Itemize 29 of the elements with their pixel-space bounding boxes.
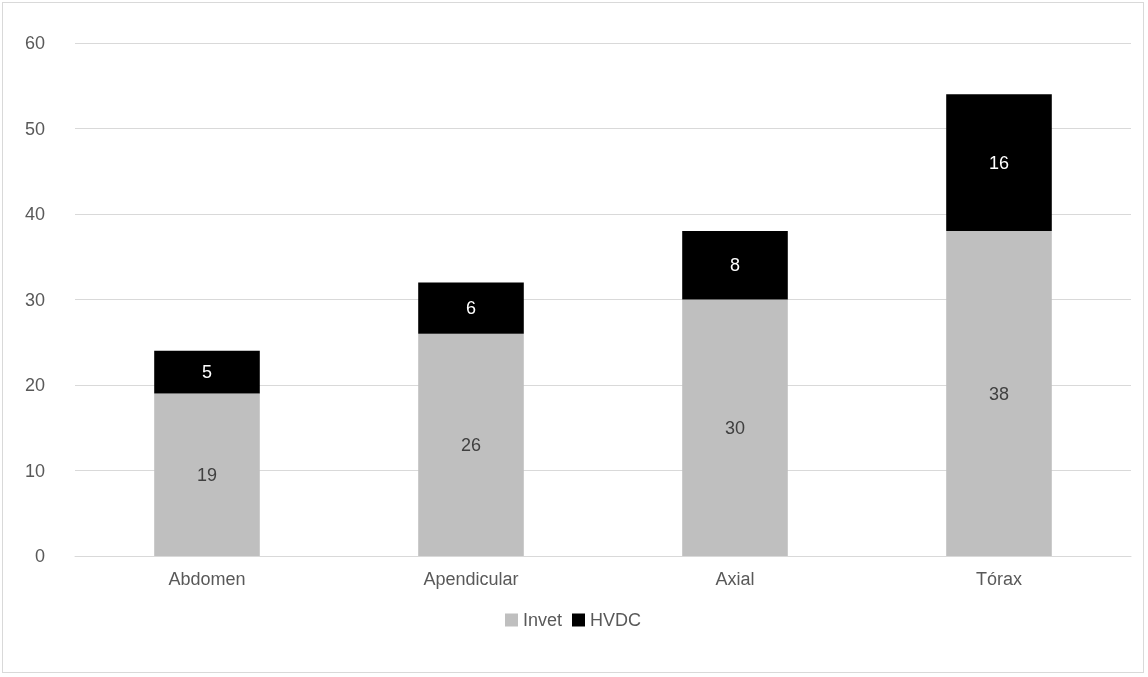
bar: [946, 94, 1052, 232]
data-label: 6: [465, 298, 477, 319]
y-tick-label: 10: [24, 460, 45, 481]
bar: [418, 282, 524, 334]
y-tick-label: 30: [24, 289, 45, 310]
data-label: 19: [196, 464, 218, 485]
bar: [418, 333, 524, 556]
x-tick-label: Apendicular: [423, 569, 519, 589]
data-label: 26: [460, 434, 482, 455]
bar: [154, 350, 260, 394]
data-label: 16: [988, 152, 1010, 173]
y-tick-label: 0: [34, 546, 45, 566]
data-label: 30: [724, 417, 746, 438]
x-tick-label: Axial: [715, 569, 755, 589]
bar: [946, 231, 1052, 556]
data-label: 5: [201, 362, 213, 383]
y-tick-label: 40: [24, 204, 45, 224]
bar: [682, 231, 788, 300]
data-label: 8: [729, 255, 741, 276]
legend-label: HVDC: [590, 610, 642, 630]
legend-label: Invet: [522, 610, 563, 630]
x-tick-label: Tórax: [975, 569, 1023, 589]
y-tick-label: 20: [24, 375, 45, 395]
y-tick-label: 60: [24, 33, 45, 53]
x-tick-label: Abdomen: [168, 569, 246, 589]
y-tick-label: 50: [24, 118, 45, 139]
bar: [154, 393, 260, 556]
bar: [682, 299, 788, 556]
data-label: 38: [988, 383, 1010, 404]
